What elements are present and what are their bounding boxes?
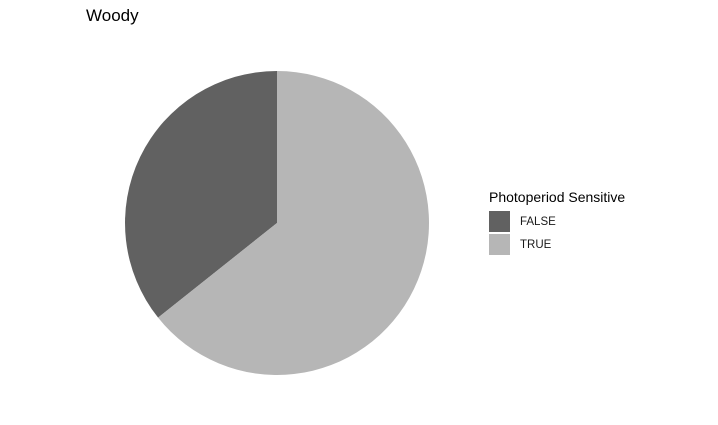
legend-title: Photoperiod Sensitive xyxy=(489,189,626,205)
legend-label-false: FALSE xyxy=(520,215,556,228)
pie-slice-true xyxy=(158,71,430,375)
legend-key-true xyxy=(489,234,510,255)
legend: Photoperiod Sensitive FALSE TRUE xyxy=(489,189,625,256)
legend-item-false: FALSE xyxy=(489,210,625,233)
chart-title: Woody xyxy=(86,6,139,25)
legend-item-true: TRUE xyxy=(489,233,625,256)
legend-key-false xyxy=(489,211,510,232)
pie-slice-false xyxy=(125,71,278,318)
legend-label-true: TRUE xyxy=(520,238,552,251)
